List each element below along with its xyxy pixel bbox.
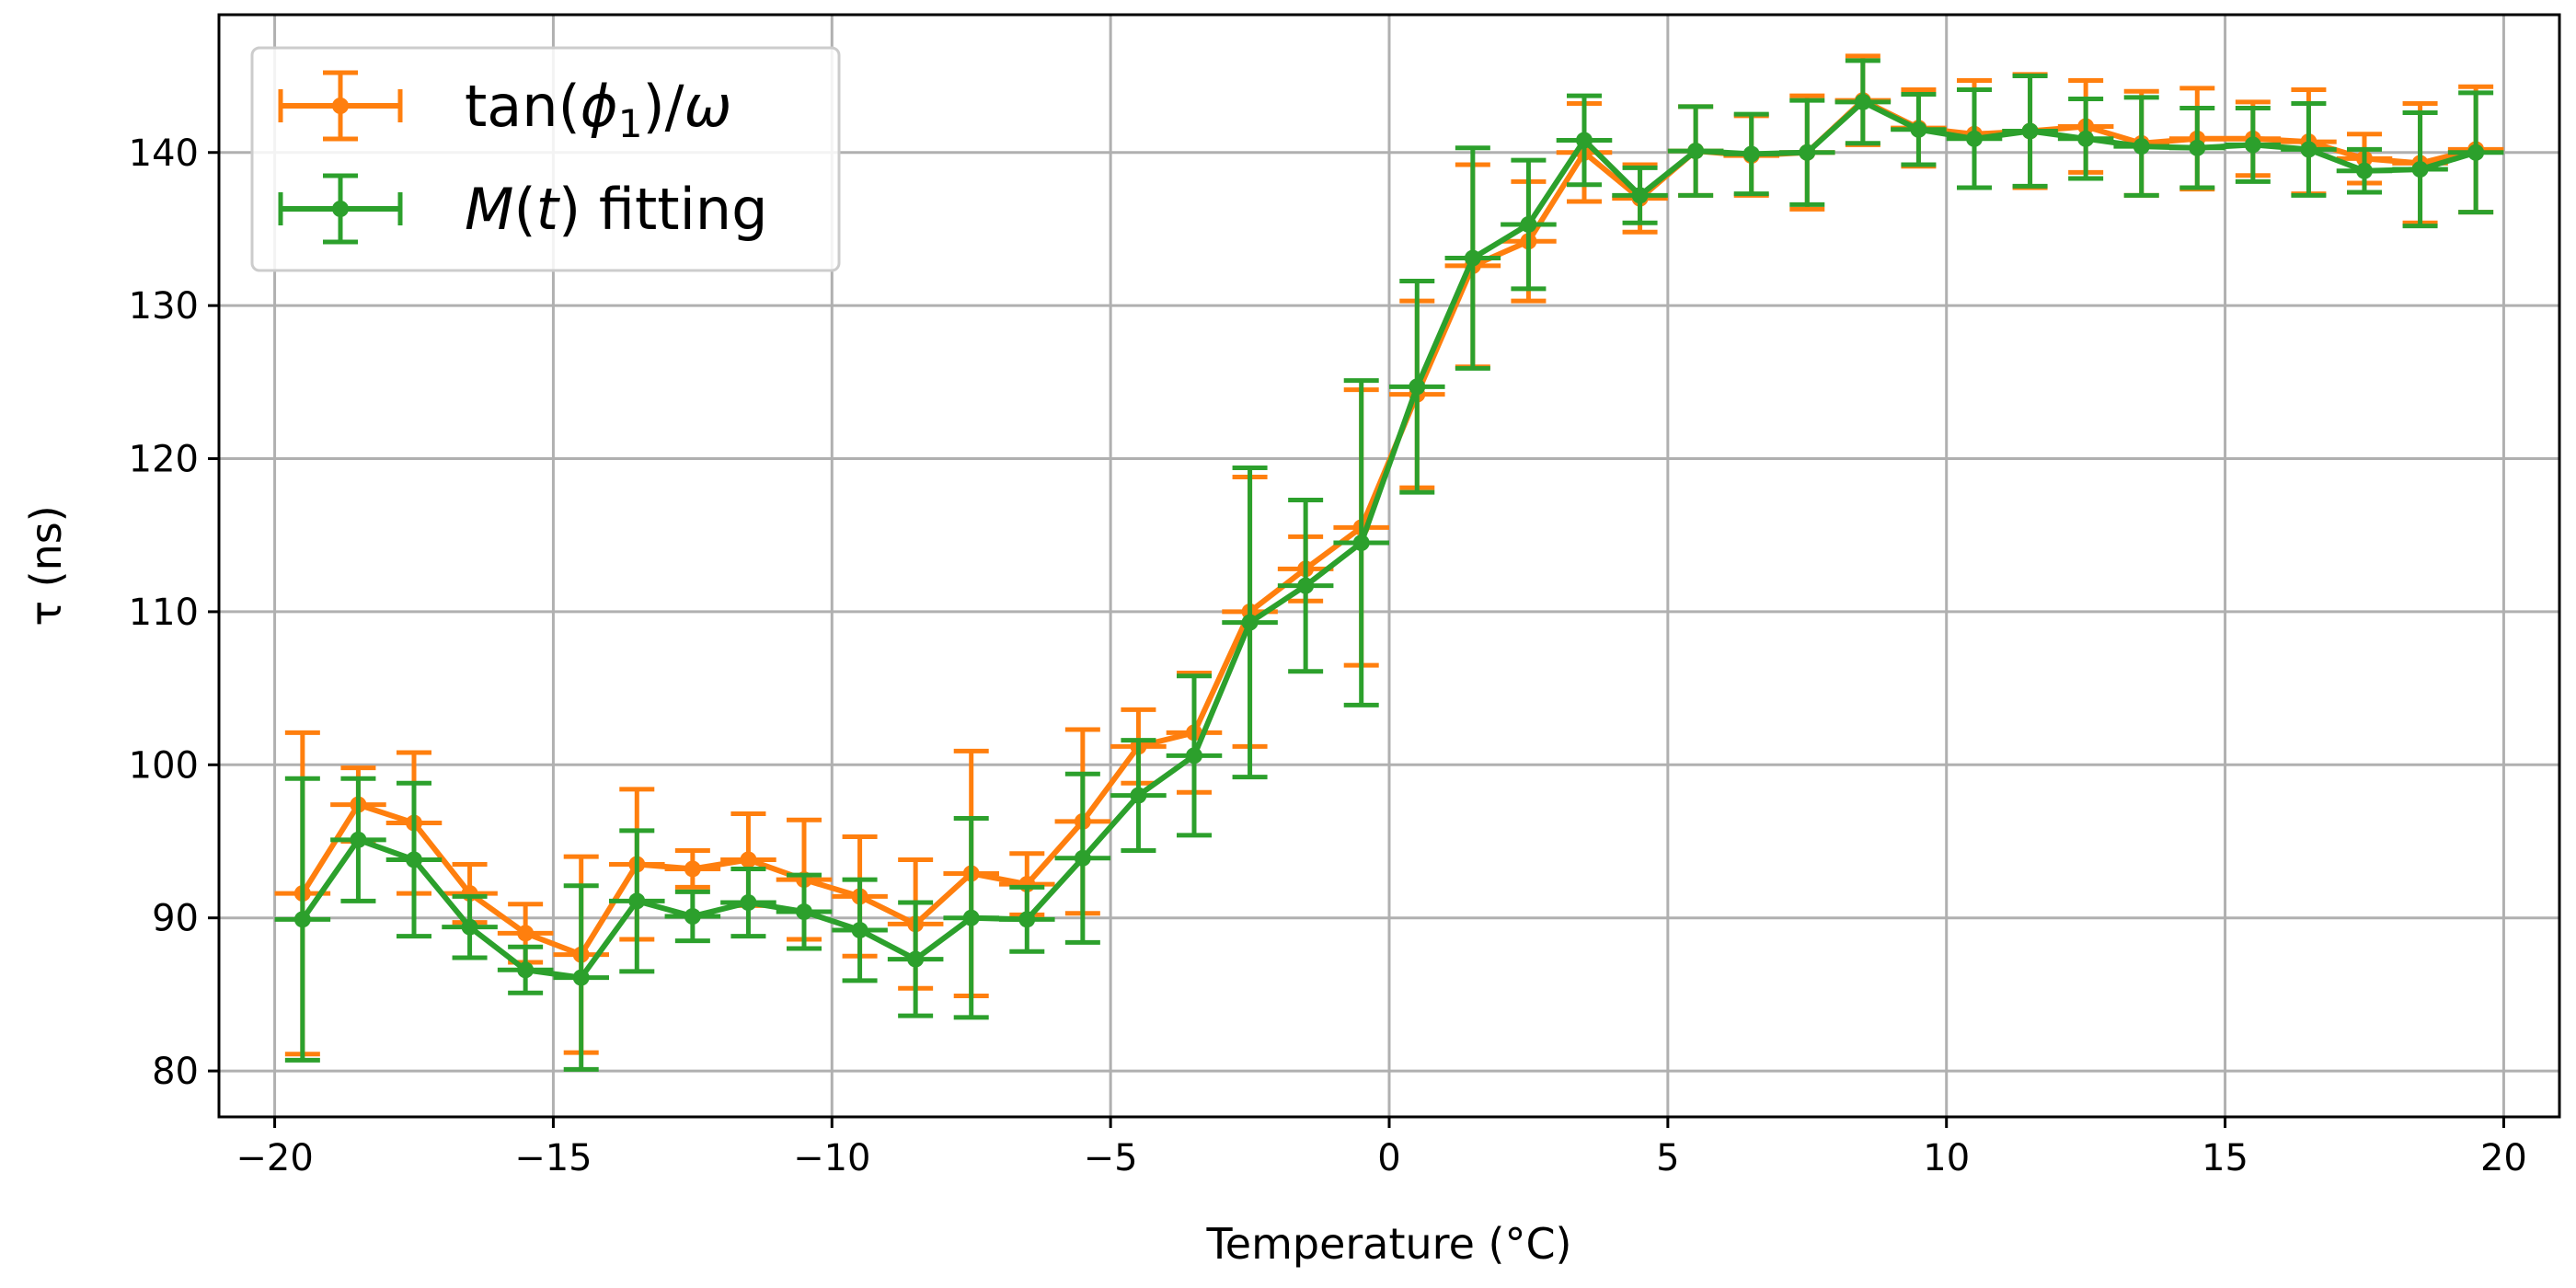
data-point	[740, 894, 757, 912]
data-point	[2133, 138, 2150, 155]
data-point	[517, 961, 535, 979]
data-point	[796, 903, 812, 921]
data-point	[461, 918, 478, 936]
legend-swatch-marker	[332, 98, 349, 114]
x-tick-label: 15	[2202, 1137, 2248, 1179]
data-point	[293, 911, 311, 928]
x-tick-label: −20	[236, 1137, 313, 1179]
series-1	[274, 58, 2504, 1072]
data-point	[1520, 215, 1537, 233]
y-tick-label: 100	[129, 744, 199, 787]
legend-entry-tan-phi-over-omega: tan(ϕ1)/ω	[278, 70, 731, 146]
x-tick-label: 5	[1656, 1137, 1679, 1179]
data-point	[1297, 577, 1315, 594]
data-point	[1687, 143, 1705, 160]
legend-text-part: )/	[642, 73, 684, 140]
y-tick-label: 90	[152, 898, 199, 940]
data-point	[350, 831, 367, 848]
legend-label-tan-phi-over-omega: tan(ϕ1)/ω	[465, 73, 731, 146]
data-point	[572, 969, 590, 986]
data-point	[1910, 121, 1927, 138]
data-point	[1464, 249, 1481, 267]
y-tick-label: 120	[129, 439, 199, 481]
plot-series	[274, 53, 2504, 1072]
data-point	[962, 909, 980, 926]
data-point	[1018, 911, 1036, 928]
y-tick-label: 130	[129, 285, 199, 328]
series-line	[300, 98, 2477, 981]
legend: tan(ϕ1)/ω M(t) fitting	[250, 46, 841, 272]
legend-text-part: ϕ	[581, 73, 618, 140]
data-point	[907, 950, 925, 968]
data-point	[1352, 535, 1370, 552]
legend-text-part: tan(	[465, 73, 581, 140]
data-point	[2356, 162, 2373, 179]
error-bar	[1946, 87, 2003, 190]
data-point	[740, 851, 757, 868]
data-point	[517, 925, 535, 942]
legend-swatch-green	[278, 173, 403, 245]
data-point	[2244, 136, 2261, 154]
data-point	[1799, 144, 1816, 161]
data-point	[2300, 141, 2317, 158]
error-bar	[664, 889, 721, 944]
legend-swatch-orange	[278, 70, 403, 142]
data-point	[851, 922, 868, 939]
legend-label-m-t-fitting: M(t) fitting	[465, 176, 767, 243]
data-point	[2077, 130, 2095, 147]
legend-text-part: M	[465, 176, 514, 243]
data-point	[684, 908, 701, 926]
data-point	[2189, 139, 2206, 156]
data-point	[1241, 614, 1259, 631]
data-point	[1186, 747, 1202, 765]
data-point	[2021, 122, 2039, 140]
x-axis-label: Temperature (°C)	[1205, 1219, 1571, 1269]
data-point	[1631, 187, 1649, 204]
data-point	[1576, 132, 1593, 149]
legend-text-part: ω	[684, 73, 732, 140]
legend-text-subscript: 1	[618, 101, 643, 146]
legend-text-part: t	[536, 176, 561, 243]
axis-ticks: −20 −15 −10 −5 0 5 10 15 20 80 90 100 110 120 130 140	[129, 132, 2527, 1179]
data-point	[628, 892, 646, 910]
x-tick-label: 20	[2480, 1137, 2527, 1179]
data-point	[1742, 145, 1760, 163]
data-point	[1074, 849, 1091, 867]
data-point	[2467, 144, 2485, 161]
x-tick-label: 0	[1377, 1137, 1400, 1179]
x-tick-label: 10	[1923, 1137, 1970, 1179]
data-point	[1130, 787, 1147, 804]
data-point	[1409, 378, 1426, 396]
x-tick-label: −15	[514, 1137, 592, 1179]
data-point	[1854, 93, 1871, 110]
legend-entry-m-t-fitting: M(t) fitting	[278, 173, 767, 245]
y-tick-label: 80	[152, 1051, 199, 1093]
y-tick-label: 140	[129, 132, 199, 175]
legend-text-part: (	[514, 176, 536, 243]
x-tick-label: −5	[1084, 1137, 1138, 1179]
data-point	[684, 860, 701, 878]
x-tick-label: −10	[793, 1137, 870, 1179]
y-axis-label: τ (ns)	[21, 505, 71, 626]
legend-swatch-marker	[332, 201, 349, 217]
data-point	[2411, 161, 2429, 178]
data-point	[406, 851, 422, 868]
y-tick-label: 110	[129, 592, 199, 634]
data-point	[1966, 130, 1983, 147]
legend-text-part: ) fitting	[558, 176, 767, 243]
